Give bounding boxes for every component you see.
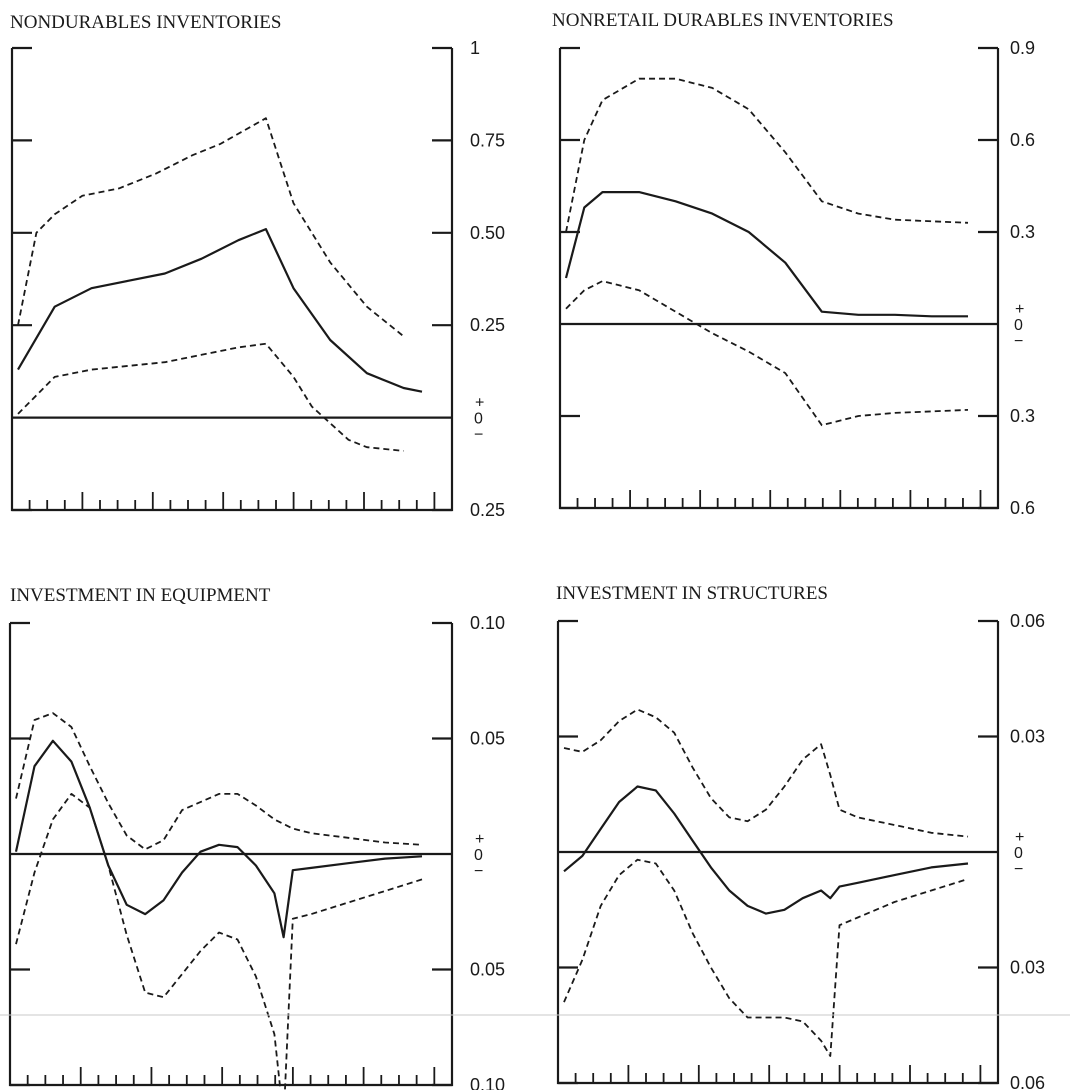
chart-title: INVESTMENT IN STRUCTURES xyxy=(556,583,828,604)
series-line-band xyxy=(15,793,423,1090)
series-line-band xyxy=(17,117,405,338)
y-tick-label: 0.9 xyxy=(1010,38,1035,58)
y-tick-label: 0.6 xyxy=(1010,498,1035,518)
y-tick-label: 0.50 xyxy=(470,223,505,243)
series-line-band xyxy=(565,280,969,427)
chart-title: INVESTMENT IN EQUIPMENT xyxy=(10,585,271,606)
y-tick-label: 0.10 xyxy=(470,1075,505,1090)
zero-plus-label: + xyxy=(475,395,484,412)
series-line-estimate xyxy=(564,191,968,318)
chart-panel-1: NONDURABLES INVENTORIES 1 0.75 0.50 0.25 0.25… xyxy=(10,12,505,520)
y-tick-label: 0.06 xyxy=(1010,611,1045,631)
y-tick-label: 0.03 xyxy=(1010,958,1045,978)
chart-panel-2: NONRETAIL DURABLES INVENTORIES 0.9 0.6 0.3 0… xyxy=(552,10,1035,518)
y-tick-label: 0.05 xyxy=(470,960,505,980)
y-tick-label: 1 xyxy=(470,38,480,58)
plot-frame xyxy=(558,48,1000,510)
zero-minus-label: − xyxy=(1014,861,1023,878)
chart-title: NONRETAIL DURABLES INVENTORIES xyxy=(552,10,894,31)
zero-plus-label: + xyxy=(1015,829,1024,846)
series-line-band xyxy=(563,858,969,1057)
chart-panel-3: INVESTMENT IN EQUIPMENT 0.10 0.05 0.05 0.10 +… xyxy=(8,585,505,1090)
y-tick-label: 0.25 xyxy=(470,315,505,335)
series-line-band xyxy=(563,708,969,838)
y-tick-label: 0.25 xyxy=(470,500,505,520)
y-tick-label: 0.6 xyxy=(1010,130,1035,150)
series-line-estimate xyxy=(14,739,423,939)
plot-frame xyxy=(10,48,454,512)
zero-label: 0 xyxy=(1014,845,1023,862)
y-tick-label: 0.3 xyxy=(1010,406,1035,426)
zero-label: 0 xyxy=(1014,317,1023,334)
y-tick-label: 0.75 xyxy=(470,130,505,150)
zero-label: 0 xyxy=(474,411,483,428)
y-tick-label: 0.05 xyxy=(470,729,505,749)
zero-plus-label: + xyxy=(1015,301,1024,318)
chart-panel-4: INVESTMENT IN STRUCTURES 0.06 0.03 0.03 0.06… xyxy=(556,583,1045,1090)
series-line-estimate xyxy=(17,228,423,393)
y-tick-label: 0.10 xyxy=(470,613,505,633)
chart-title: NONDURABLES INVENTORIES xyxy=(10,12,281,33)
series-line-estimate xyxy=(563,785,969,915)
y-tick-label: 0.3 xyxy=(1010,222,1035,242)
series-line-band xyxy=(15,712,423,851)
y-tick-label: 0.03 xyxy=(1010,727,1045,747)
zero-minus-label: − xyxy=(1014,333,1023,350)
series-line-band xyxy=(17,342,404,452)
y-tick-label: 0.06 xyxy=(1010,1073,1045,1090)
zero-label: 0 xyxy=(474,847,483,864)
series-line-band xyxy=(565,77,969,233)
zero-minus-label: − xyxy=(474,863,483,880)
zero-minus-label: − xyxy=(474,427,483,444)
zero-plus-label: + xyxy=(475,831,484,848)
